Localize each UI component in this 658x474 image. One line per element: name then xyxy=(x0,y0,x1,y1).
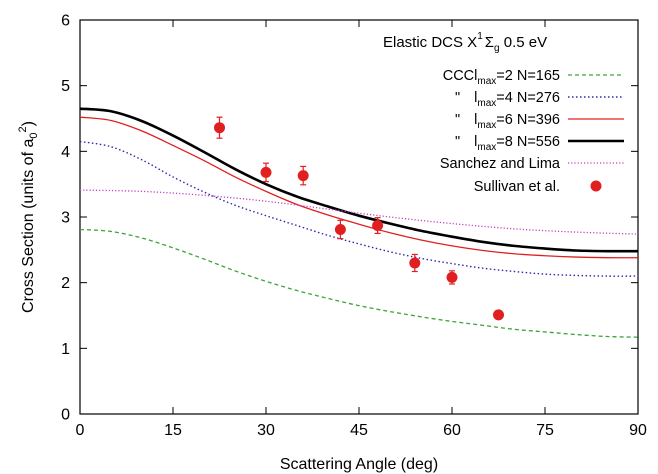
series-line-2 xyxy=(79,116,639,259)
legend-swatch-points xyxy=(590,180,602,192)
legend-label-1: " lmax=4 N=276 xyxy=(455,90,560,109)
x-tick-label-1: 15 xyxy=(164,422,182,439)
x-tick-label-3: 45 xyxy=(350,422,368,439)
series-line-3 xyxy=(79,107,639,253)
legend-label-3: " lmax=8 N=556 xyxy=(455,134,560,153)
y-tick-label-1: 1 xyxy=(61,341,70,358)
y-tick-label-3: 3 xyxy=(61,210,70,227)
legend-entries: CCClmax=2 N=165 " lmax=4 N=276 " lmax=6 N=39… xyxy=(440,68,624,195)
legend-title-suffix: 0.5 eV xyxy=(500,34,548,51)
legend-title-sub: g xyxy=(494,43,500,54)
y-tick-label-5: 5 xyxy=(61,78,70,95)
x-axis-title: Scattering Angle (deg) xyxy=(280,456,438,473)
y-tick-label-6: 6 xyxy=(61,13,70,30)
data-point-4 xyxy=(372,220,384,232)
legend-title-sup: 1 xyxy=(477,31,483,42)
legend-label-2: " lmax=6 N=396 xyxy=(455,112,560,131)
data-point-7 xyxy=(493,309,504,321)
legend-label-points: Sullivan et al. xyxy=(474,179,560,195)
legend: Elastic DCS X1 Σg 0.5 eV CCClmax=2 N=165 "… xyxy=(383,31,624,195)
legend-label-0: CCClmax=2 N=165 xyxy=(443,68,560,87)
x-tick-label-0: 0 xyxy=(76,422,85,439)
data-point-3 xyxy=(334,223,346,235)
series-line-4 xyxy=(79,189,639,235)
data-point-5 xyxy=(409,257,421,269)
legend-title-sigma: Σ xyxy=(485,34,494,51)
x-tick-label-5: 75 xyxy=(536,422,554,439)
y-axis-title-sup: 2 xyxy=(17,126,29,132)
legend-title-prefix: Elastic DCS X xyxy=(383,34,477,51)
y-axis-title-sub: 0 xyxy=(28,133,40,139)
x-tick-label-2: 30 xyxy=(257,422,275,439)
y-tick-label-0: 0 xyxy=(61,407,70,424)
y-axis-title: Cross Section (units of a02) xyxy=(17,121,40,313)
series-line-0 xyxy=(79,228,639,338)
x-tick-label-6: 90 xyxy=(629,422,647,439)
y-axis-title-close: ) xyxy=(20,121,37,126)
data-point-6 xyxy=(446,271,458,283)
y-tick-label-4: 4 xyxy=(61,144,70,161)
data-point-2 xyxy=(297,170,309,182)
series-layer xyxy=(79,107,639,338)
data-point-0 xyxy=(214,122,225,134)
data-points xyxy=(214,116,504,321)
data-point-1 xyxy=(260,166,272,178)
x-tick-label-4: 60 xyxy=(443,422,461,439)
y-tick-label-2: 2 xyxy=(61,275,70,292)
legend-label-4: Sanchez and Lima xyxy=(440,156,561,172)
legend-title: Elastic DCS X1 Σg 0.5 eV xyxy=(383,31,547,54)
y-axis-title-main: Cross Section (units of a xyxy=(20,139,37,313)
series-line-1 xyxy=(79,140,639,277)
